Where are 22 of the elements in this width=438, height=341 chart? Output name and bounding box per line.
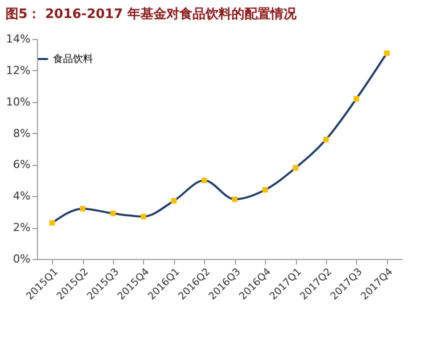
point: [202, 178, 208, 184]
y-tick-label: 10%: [6, 95, 30, 108]
point: [49, 220, 55, 226]
point: [384, 50, 390, 56]
point: [80, 206, 86, 212]
y-tick-label: 2%: [13, 221, 30, 234]
point: [140, 214, 146, 220]
point: [232, 196, 238, 202]
point: [262, 187, 268, 193]
y-tick-label: 12%: [6, 64, 30, 77]
point: [323, 136, 329, 142]
chart-title: 图5： 2016-2017 年基金对食品饮料的配置情况: [6, 7, 298, 22]
y-tick-label: 4%: [13, 190, 30, 203]
point: [110, 210, 116, 216]
y-tick-label: 6%: [13, 158, 30, 172]
y-tick-label: 14%: [6, 32, 30, 46]
y-tick-label: 0%: [13, 252, 30, 266]
y-tick-label: 8%: [13, 126, 30, 140]
text: 食品饮料: [53, 53, 93, 65]
point: [171, 198, 177, 204]
point: [354, 96, 360, 102]
point: [292, 165, 298, 171]
